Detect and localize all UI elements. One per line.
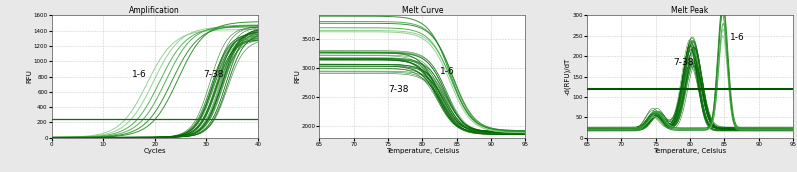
X-axis label: Cycles: Cycles: [143, 148, 166, 154]
Text: 1-6: 1-6: [730, 33, 744, 42]
Title: Melt Peak: Melt Peak: [671, 6, 709, 15]
Text: 7-38: 7-38: [673, 58, 693, 67]
Y-axis label: -d(RFU)/dT: -d(RFU)/dT: [564, 58, 571, 95]
X-axis label: Temperature, Celsius: Temperature, Celsius: [386, 148, 459, 154]
X-axis label: Temperature, Celsius: Temperature, Celsius: [654, 148, 727, 154]
Text: 7-38: 7-38: [388, 85, 409, 94]
Y-axis label: RFU: RFU: [26, 70, 32, 83]
Text: 1-6: 1-6: [440, 67, 454, 76]
Y-axis label: RFU: RFU: [294, 70, 300, 83]
Title: Melt Curve: Melt Curve: [402, 6, 443, 15]
Title: Amplification: Amplification: [129, 6, 180, 15]
Text: 7-38: 7-38: [204, 70, 224, 79]
Text: 1-6: 1-6: [132, 70, 147, 79]
